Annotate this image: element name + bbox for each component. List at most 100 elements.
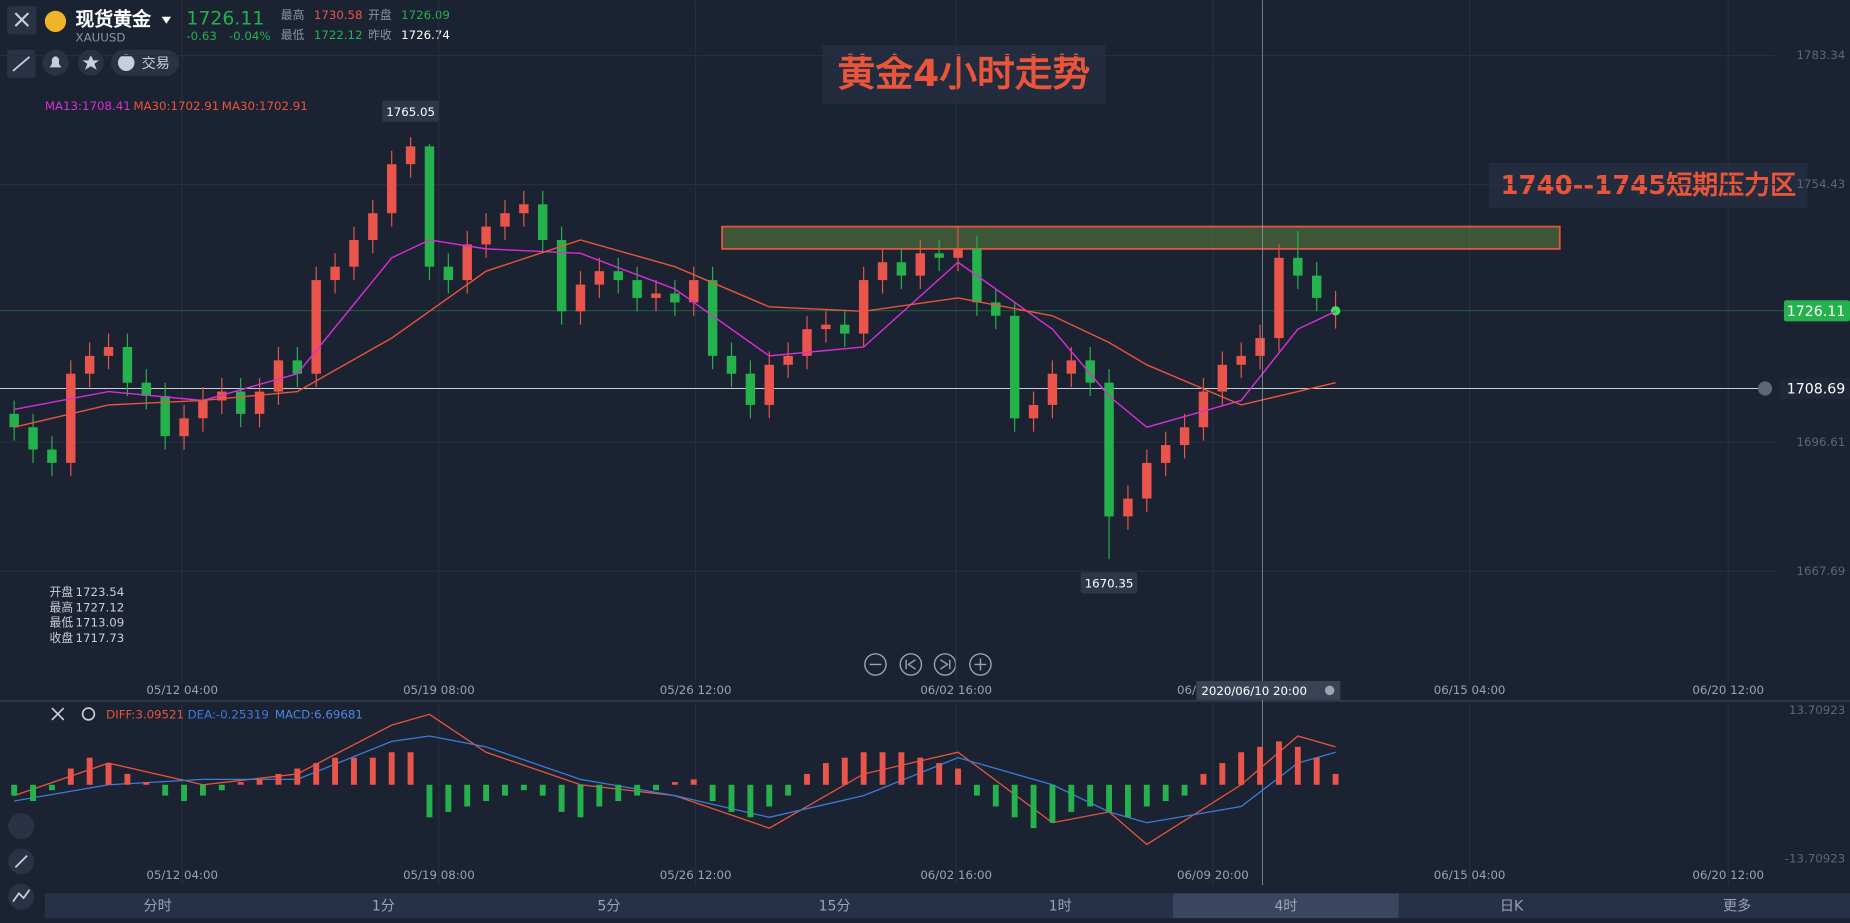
candle-body [707,280,718,356]
legend-entry: MACD:6.69681 [275,708,363,722]
candle-body [1160,445,1171,463]
macd-close-icon[interactable] [51,707,65,721]
ma-line [13,239,1336,428]
candle-body [141,382,152,397]
crosshair-label-box [1196,680,1341,700]
scroll-start-button[interactable] [899,653,923,676]
macd-bar [860,752,867,785]
macd-bar [766,784,773,807]
title-background [822,45,1106,105]
candle-body [802,329,812,356]
candle-body [651,293,661,298]
x-tick-label: 06/02 16:00 [920,683,992,697]
macd-bar [615,784,622,802]
candle-body [896,262,907,276]
macd-bar [690,779,697,785]
zoom-in-button[interactable] [969,653,992,676]
draw-tool-icon [12,56,31,72]
ohlc-value: 1717.73 [76,631,125,645]
candle-body [311,280,321,374]
instrument-name[interactable]: 现货黄金 [76,8,152,31]
high-label: 1765.05 [386,105,435,119]
macd-bar [1068,784,1075,812]
candle-body [424,146,435,267]
x-tick-label: 05/12 04:00 [146,683,218,697]
y-tick-label: 1754.43 [1797,177,1846,191]
macd-bar [1143,784,1150,807]
macd-bar [671,782,678,785]
macd-bar [653,784,659,791]
candle-body [1085,360,1095,383]
legend-entry: DEA:-0.25319 [188,708,269,722]
open-value: 1726.09 [401,8,450,22]
tab[interactable]: 4时 [1274,898,1297,914]
last-price-label: 1726.11 [1787,304,1845,320]
macd-bar [596,784,603,807]
candle-body [160,396,170,437]
candle-body [1255,338,1265,356]
macd-bar [1124,784,1131,818]
resistance-zone [721,225,1561,250]
x-tick-label: 06/20 12:00 [1692,683,1764,697]
candle-body [519,204,529,214]
macd-bar [162,784,169,796]
tab[interactable]: 1时 [1049,898,1072,914]
macd-bar [1276,741,1282,785]
macd-bar [294,768,301,785]
macd-bar [1200,773,1207,785]
macd-bar [822,763,829,785]
candle-body [1293,257,1303,276]
tab[interactable]: 日K [1500,898,1524,914]
tab[interactable]: 5分 [597,898,620,914]
tab[interactable]: 分时 [144,898,172,914]
symbol: XAUUSD [76,30,126,44]
macd-bar [785,784,792,796]
tab[interactable]: 更多 [1723,897,1751,914]
macd-bar [955,768,961,785]
candle-body [500,213,510,227]
macd-line [14,735,1336,824]
macd-bar [804,773,810,785]
bell-icon [49,56,62,68]
tab[interactable]: 1分 [372,898,395,914]
macd-bar [634,784,641,796]
ohlc-label: 最低 [50,616,74,630]
x-tick-label: 06/02 16:00 [920,868,992,882]
macd-bar [218,784,225,791]
candle-body [235,391,246,414]
macd-bar [332,757,339,785]
dropdown-caret[interactable] [161,16,172,24]
x-tick-label: 06/15 04:00 [1434,868,1506,882]
low-value: 1722.12 [314,28,363,42]
macd-bar [709,784,716,802]
macd-bar [30,784,36,802]
macd-bar [1294,746,1301,785]
ohlc-label: 收盘 [50,631,74,645]
macd-line [13,713,1336,846]
macd-bar [483,784,490,802]
macd-bar [728,784,735,812]
candle-body [179,418,189,437]
candle-body [462,244,472,281]
alert-label: 1708.69 [1787,382,1845,398]
legend-entry: DIFF:3.09521 [106,708,184,722]
zoom-out-button[interactable] [864,653,887,676]
macd-settings-icon[interactable] [81,707,96,721]
macd-bar [502,784,508,796]
candle-body [1311,275,1322,298]
chart-title: 黄金4小时走势 [838,51,1091,95]
candle-body [198,400,208,419]
candle-body [66,373,76,463]
last-price-box [1783,300,1850,322]
candle-body [613,271,623,281]
indicator-button[interactable] [8,813,35,840]
ma-line [14,239,1336,429]
tab[interactable]: 15分 [819,898,851,914]
macd-bar [1313,757,1320,785]
candle-body [405,146,416,165]
candle-body [1066,360,1077,374]
candle-body [47,449,57,463]
macd-bar [256,779,263,785]
trade-button-label[interactable]: 交易 [142,55,170,72]
